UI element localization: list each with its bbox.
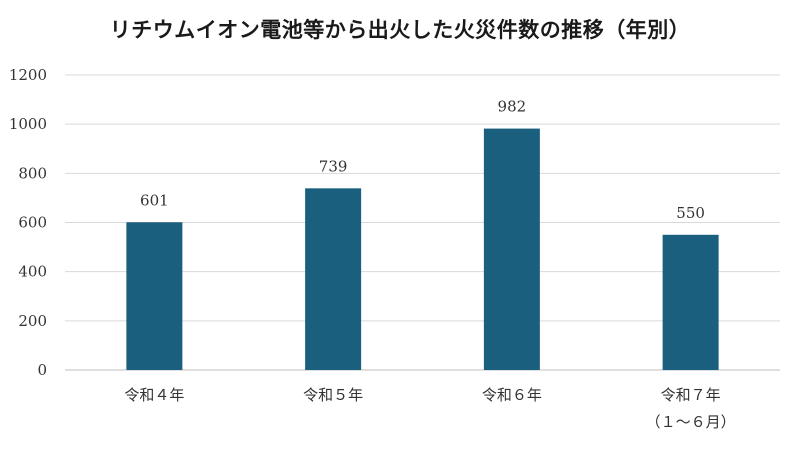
bar [305,188,362,370]
x-tick-label: （１〜６月） [646,413,736,431]
y-tick-label: 1200 [9,66,47,84]
y-tick-label: 400 [18,263,47,281]
data-label: 601 [140,191,169,209]
y-tick-label: 800 [18,164,47,182]
x-tick-label: 令和４年 [124,386,184,404]
bar [126,222,183,370]
y-tick-label: 200 [18,312,47,330]
y-tick-label: 600 [18,214,47,232]
y-tick-label: 1000 [9,115,47,133]
x-tick-label: 令和５年 [303,386,363,404]
x-tick-label: 令和６年 [482,386,542,404]
data-label: 739 [319,157,348,175]
chart-title: リチウムイオン電池等から出火した火災件数の推移（年別） [109,18,691,42]
bar [662,234,719,370]
x-tick-label: 令和７年 [661,386,721,404]
bar [483,128,540,370]
y-tick-label: 0 [37,361,47,379]
data-label: 982 [498,98,527,116]
data-label: 550 [676,204,705,222]
